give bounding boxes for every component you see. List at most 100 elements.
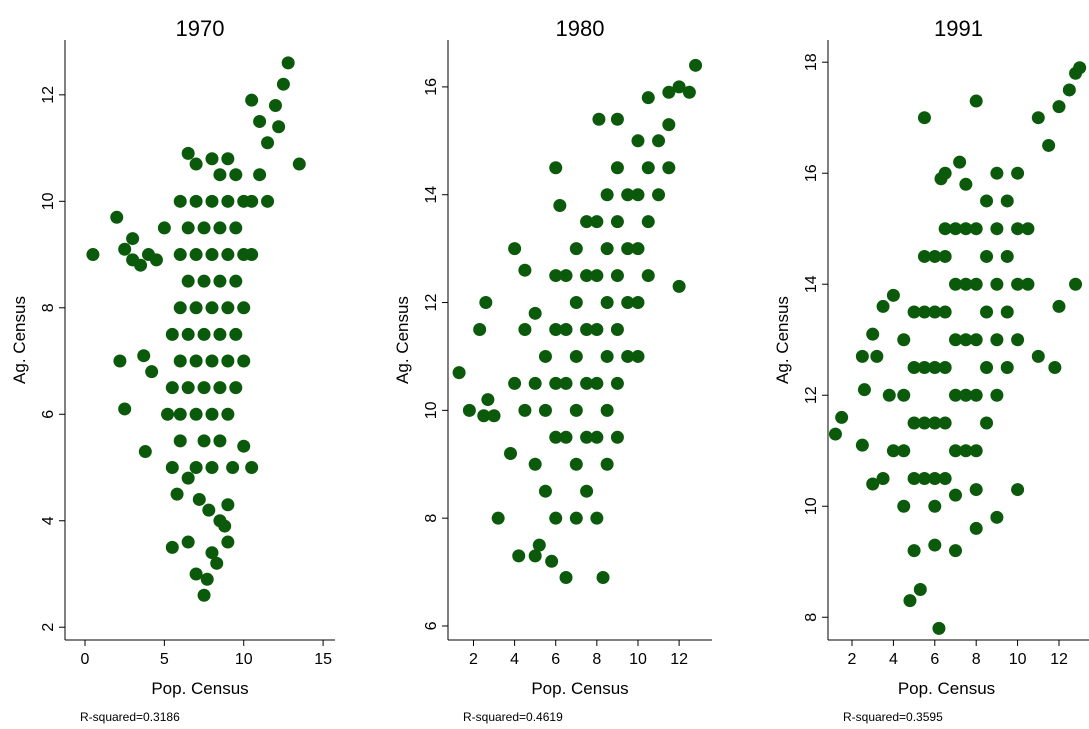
x-tick-label: 12 xyxy=(1050,651,1068,668)
point xyxy=(213,434,227,448)
point xyxy=(473,322,487,336)
point xyxy=(553,198,567,212)
point xyxy=(202,503,216,517)
point xyxy=(229,168,243,182)
point xyxy=(189,248,203,262)
point xyxy=(590,511,604,525)
chart-title: 1991 xyxy=(934,16,983,41)
point xyxy=(1042,138,1056,152)
point xyxy=(545,554,559,568)
point xyxy=(189,407,203,421)
point xyxy=(559,322,573,336)
point xyxy=(1021,277,1035,291)
point xyxy=(1011,277,1025,291)
point xyxy=(181,327,195,341)
point xyxy=(641,269,655,283)
point xyxy=(610,430,624,444)
point xyxy=(917,416,931,430)
annotation: R-squared=0.4619 xyxy=(463,710,563,724)
point xyxy=(559,570,573,584)
point xyxy=(213,327,227,341)
point xyxy=(261,136,275,150)
point xyxy=(245,248,259,262)
point xyxy=(569,457,583,471)
point xyxy=(662,161,676,175)
point xyxy=(948,333,962,347)
point xyxy=(559,269,573,283)
y-tick-label: 10 xyxy=(803,497,820,515)
point xyxy=(549,430,563,444)
y-tick-label: 14 xyxy=(803,275,820,293)
point xyxy=(828,427,842,441)
point xyxy=(938,360,952,374)
point xyxy=(990,333,1004,347)
point xyxy=(641,161,655,175)
y-axis-label: Ag. Census xyxy=(10,296,29,384)
y-tick-label: 12 xyxy=(40,86,57,104)
point xyxy=(959,444,973,458)
point xyxy=(600,349,614,363)
point xyxy=(192,492,206,506)
point xyxy=(866,477,880,491)
point xyxy=(932,621,946,635)
point xyxy=(173,434,187,448)
point xyxy=(855,438,869,452)
point xyxy=(481,393,495,407)
point xyxy=(1000,249,1014,263)
point xyxy=(980,194,994,208)
y-tick-label: 8 xyxy=(803,613,820,622)
point xyxy=(205,152,219,166)
point xyxy=(221,194,235,208)
point xyxy=(528,376,542,390)
point xyxy=(268,98,282,112)
point xyxy=(913,582,927,596)
point xyxy=(569,349,583,363)
point xyxy=(953,155,967,169)
point xyxy=(672,80,686,94)
point xyxy=(917,305,931,319)
x-tick-label: 4 xyxy=(510,651,519,668)
point xyxy=(528,549,542,563)
point xyxy=(549,376,563,390)
point xyxy=(189,567,203,581)
point xyxy=(610,376,624,390)
point xyxy=(990,388,1004,402)
point xyxy=(580,322,594,336)
y-axis-label: Ag. Census xyxy=(773,296,792,384)
chart-title: 1980 xyxy=(556,16,605,41)
point xyxy=(272,120,286,134)
point xyxy=(610,161,624,175)
y-tick-label: 16 xyxy=(423,78,440,96)
point xyxy=(938,249,952,263)
point xyxy=(969,483,983,497)
point xyxy=(205,354,219,368)
point xyxy=(672,279,686,293)
point xyxy=(477,409,491,423)
x-tick-label: 4 xyxy=(889,651,898,668)
point xyxy=(569,403,583,417)
x-tick-label: 2 xyxy=(469,651,478,668)
point xyxy=(126,232,140,246)
point xyxy=(590,430,604,444)
point xyxy=(173,354,187,368)
point xyxy=(559,430,573,444)
point xyxy=(1000,194,1014,208)
point xyxy=(86,248,100,262)
point xyxy=(948,222,962,236)
point xyxy=(479,296,493,310)
point xyxy=(897,388,911,402)
point xyxy=(897,499,911,513)
point xyxy=(189,301,203,315)
point xyxy=(969,94,983,108)
point xyxy=(253,114,267,128)
point xyxy=(928,538,942,552)
point xyxy=(189,194,203,208)
point xyxy=(512,549,526,563)
y-tick-label: 16 xyxy=(803,164,820,182)
point xyxy=(990,166,1004,180)
point xyxy=(928,416,942,430)
point xyxy=(538,403,552,417)
point xyxy=(1069,277,1083,291)
point xyxy=(213,168,227,182)
